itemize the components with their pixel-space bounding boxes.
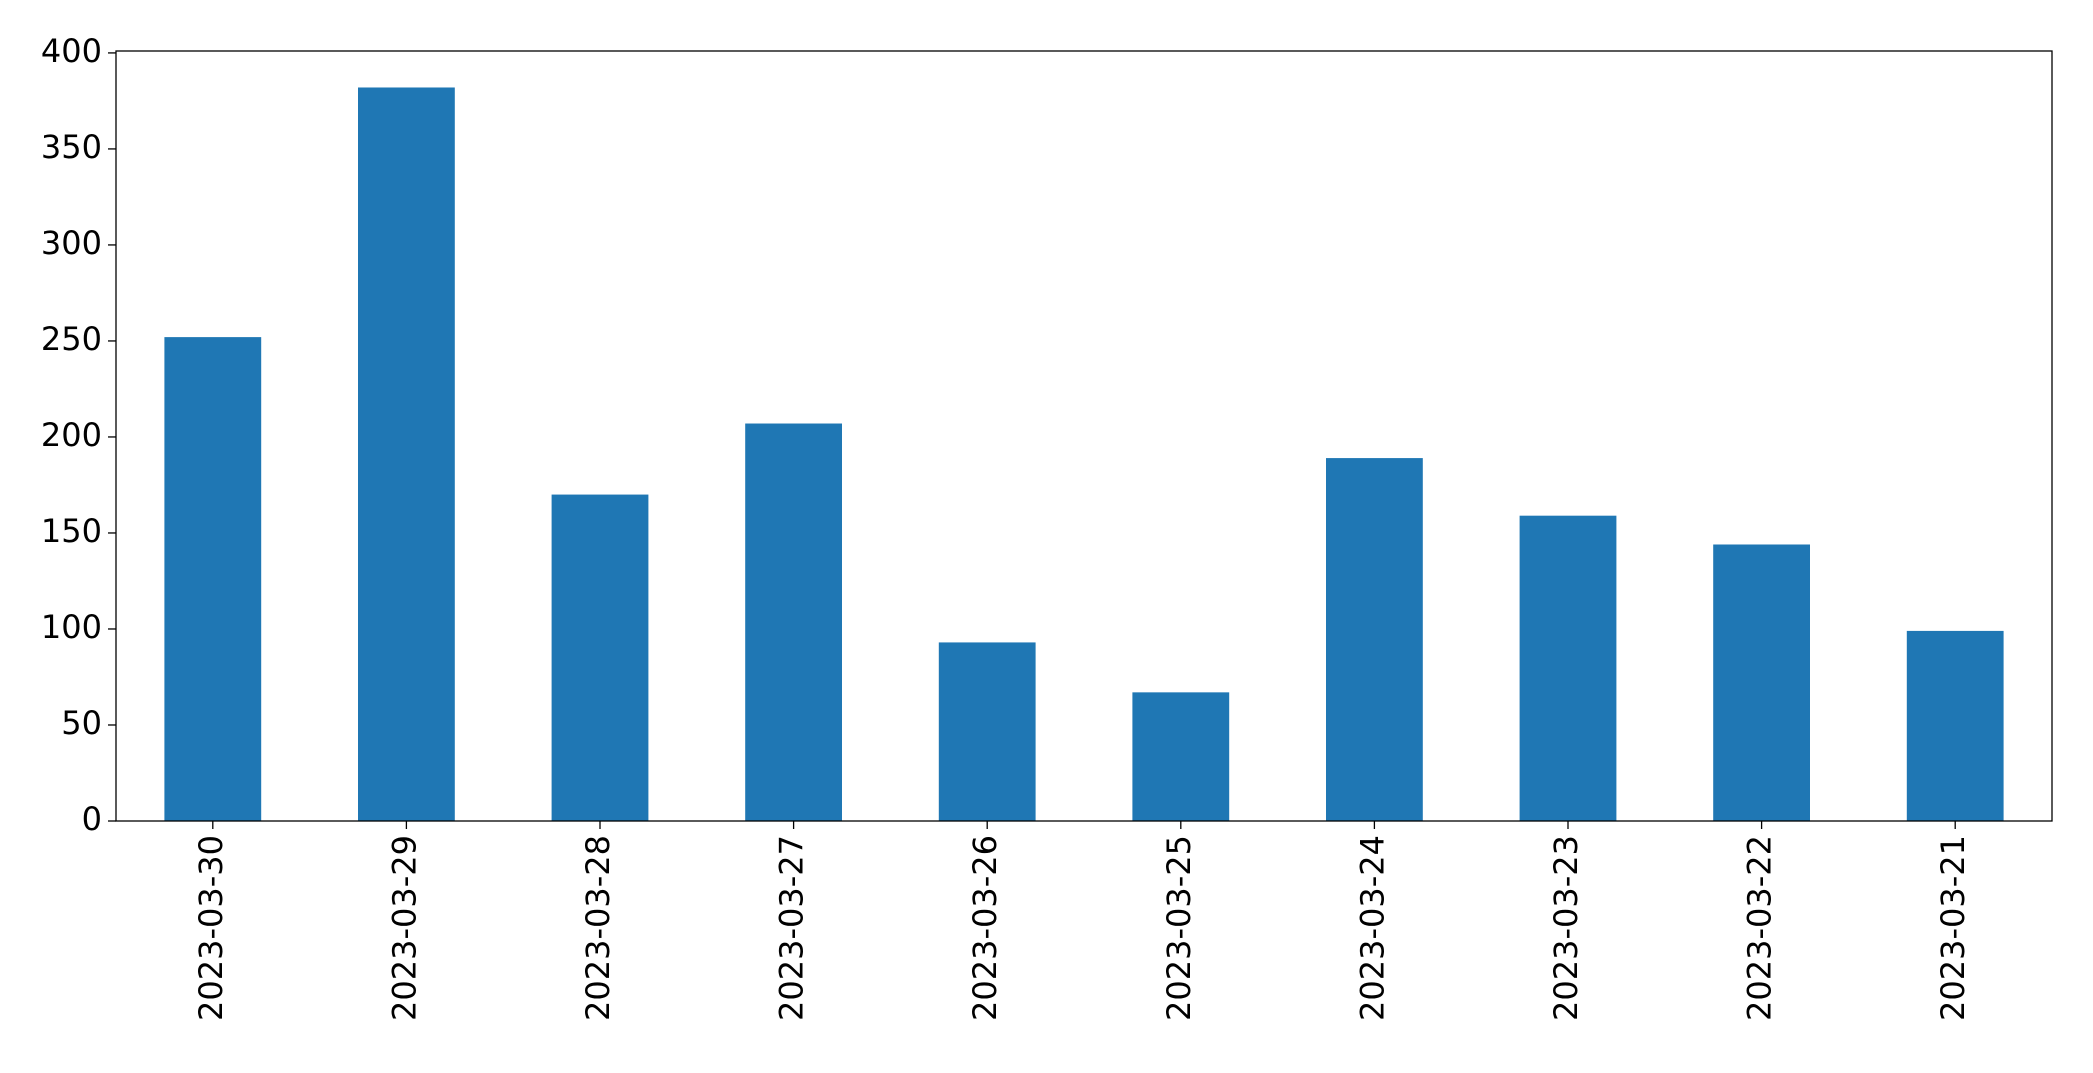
bar xyxy=(745,423,842,821)
y-tick-label: 0 xyxy=(82,800,102,838)
bar xyxy=(358,87,455,822)
x-tick-label: 2023-03-24 xyxy=(1353,835,1391,1021)
y-tick-label: 350 xyxy=(41,128,102,166)
bar xyxy=(164,337,262,821)
bar xyxy=(551,494,649,821)
y-tick-label: 50 xyxy=(61,704,102,742)
bar xyxy=(1906,630,2004,821)
bar xyxy=(1713,544,1810,821)
y-tick-label: 100 xyxy=(41,608,102,646)
y-tick-label: 200 xyxy=(41,416,102,454)
x-tick-label: 2023-03-28 xyxy=(579,835,617,1021)
x-tick-label: 2023-03-29 xyxy=(385,835,423,1021)
y-tick-label: 400 xyxy=(41,32,102,70)
bar xyxy=(1132,692,1230,821)
x-tick-label: 2023-03-25 xyxy=(1160,835,1198,1021)
x-tick-label: 2023-03-26 xyxy=(966,835,1004,1021)
y-tick-label: 300 xyxy=(41,224,102,262)
x-tick-label: 2023-03-30 xyxy=(192,835,230,1021)
bar xyxy=(938,642,1036,821)
x-tick-label: 2023-03-21 xyxy=(1934,835,1972,1021)
x-tick-label: 2023-03-27 xyxy=(773,835,811,1021)
x-tick-label: 2023-03-23 xyxy=(1547,835,1585,1021)
x-tick-label: 2023-03-22 xyxy=(1741,835,1779,1021)
bar xyxy=(1326,458,1423,821)
y-tick-label: 150 xyxy=(41,512,102,550)
y-tick-label: 250 xyxy=(41,320,102,358)
bar xyxy=(1519,515,1617,821)
plot-frame xyxy=(115,50,2053,822)
